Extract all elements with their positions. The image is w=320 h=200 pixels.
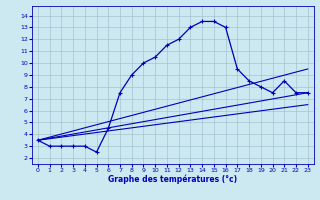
X-axis label: Graphe des températures (°c): Graphe des températures (°c): [108, 175, 237, 184]
